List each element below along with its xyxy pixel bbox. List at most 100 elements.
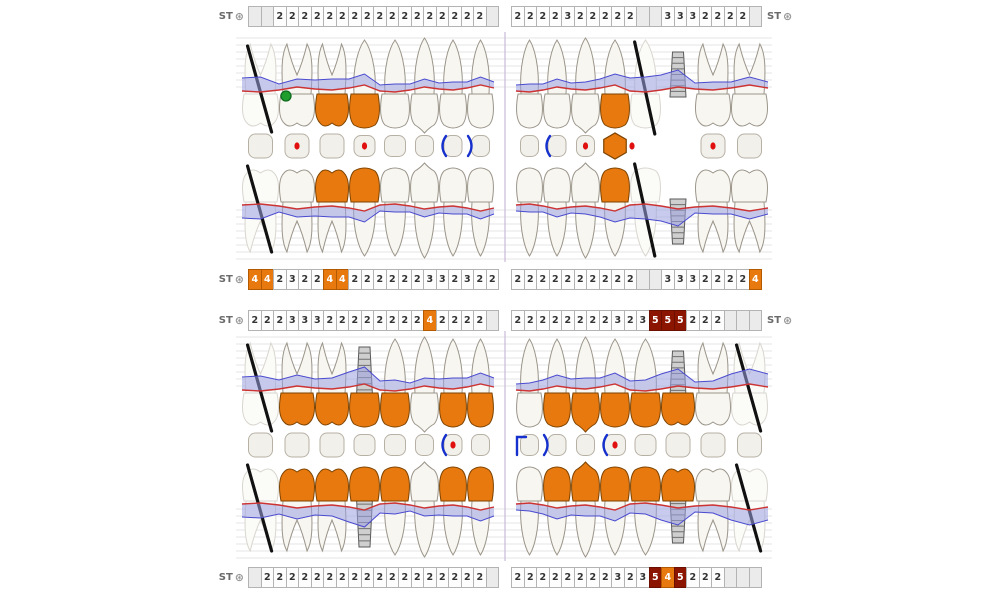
tooth-42[interactable] xyxy=(439,338,467,556)
st-cell[interactable]: 2 xyxy=(335,309,349,331)
st-cell[interactable]: 3 xyxy=(686,268,700,290)
st-cell[interactable]: 2 xyxy=(623,5,637,27)
st-cell[interactable]: 2 xyxy=(398,5,412,27)
st-cell[interactable]: 2 xyxy=(398,268,412,290)
st-cell[interactable] xyxy=(636,268,650,290)
st-cell[interactable]: 2 xyxy=(611,5,625,27)
st-cell[interactable]: 4 xyxy=(260,268,274,290)
st-cell[interactable]: 2 xyxy=(485,268,499,290)
st-cell[interactable]: 2 xyxy=(536,5,550,27)
st-cell[interactable]: 2 xyxy=(511,5,525,27)
tooth-35[interactable] xyxy=(630,338,661,556)
st-cell[interactable]: 3 xyxy=(661,268,675,290)
st-cell[interactable]: 2 xyxy=(335,5,349,27)
st-settings-icon[interactable]: ⊛ xyxy=(234,9,244,23)
st-cell[interactable]: 2 xyxy=(698,5,712,27)
st-cell[interactable]: 3 xyxy=(561,5,575,27)
st-settings-icon[interactable]: ⊛ xyxy=(783,313,793,327)
tooth-43[interactable] xyxy=(410,336,439,558)
st-cell[interactable]: 4 xyxy=(335,268,349,290)
tooth-27[interactable] xyxy=(695,42,731,254)
st-cell[interactable]: 2 xyxy=(410,5,424,27)
st-cell[interactable]: 2 xyxy=(561,268,575,290)
st-cell[interactable]: 5 xyxy=(648,566,662,588)
st-cell[interactable]: 3 xyxy=(285,309,299,331)
st-cell[interactable]: 2 xyxy=(285,566,299,588)
st-cell[interactable]: 2 xyxy=(623,268,637,290)
tooth-14[interactable] xyxy=(380,39,410,257)
st-cell[interactable] xyxy=(260,5,274,27)
st-cell[interactable] xyxy=(748,5,762,27)
st-cell[interactable]: 2 xyxy=(323,5,337,27)
st-cell[interactable]: 2 xyxy=(448,268,462,290)
st-settings-icon[interactable]: ⊛ xyxy=(234,570,244,584)
st-cell[interactable]: 2 xyxy=(335,566,349,588)
st-cell[interactable] xyxy=(723,566,737,588)
st-cell[interactable] xyxy=(248,566,262,588)
st-cell[interactable]: 2 xyxy=(285,5,299,27)
st-cell[interactable]: 2 xyxy=(473,5,487,27)
st-cell[interactable]: 2 xyxy=(248,309,262,331)
st-cell[interactable]: 4 xyxy=(323,268,337,290)
st-cell[interactable]: 2 xyxy=(448,309,462,331)
st-cell[interactable]: 2 xyxy=(385,566,399,588)
st-cell[interactable]: 2 xyxy=(736,5,750,27)
st-cell[interactable]: 2 xyxy=(623,309,637,331)
st-cell[interactable] xyxy=(748,566,762,588)
st-cell[interactable] xyxy=(736,309,750,331)
st-cell[interactable]: 2 xyxy=(360,268,374,290)
st-cell[interactable]: 2 xyxy=(573,268,587,290)
st-cell[interactable]: 2 xyxy=(310,5,324,27)
st-cell[interactable]: 2 xyxy=(460,5,474,27)
st-cell[interactable]: 2 xyxy=(398,309,412,331)
st-cell[interactable]: 2 xyxy=(348,5,362,27)
st-cell[interactable] xyxy=(248,5,262,27)
st-cell[interactable]: 2 xyxy=(310,268,324,290)
tooth-17[interactable] xyxy=(279,42,315,254)
st-cell[interactable]: 3 xyxy=(423,268,437,290)
st-cell[interactable] xyxy=(648,268,662,290)
st-cell[interactable]: 2 xyxy=(573,5,587,27)
st-cell[interactable]: 2 xyxy=(586,566,600,588)
st-cell[interactable]: 4 xyxy=(748,268,762,290)
st-cell[interactable]: 2 xyxy=(573,566,587,588)
st-cell[interactable]: 2 xyxy=(410,566,424,588)
st-cell[interactable]: 3 xyxy=(285,268,299,290)
st-cell[interactable]: 2 xyxy=(435,566,449,588)
st-cell[interactable]: 2 xyxy=(561,566,575,588)
tooth-31[interactable] xyxy=(515,338,543,556)
st-settings-icon[interactable]: ⊛ xyxy=(783,9,793,23)
st-cell[interactable]: 2 xyxy=(598,309,612,331)
st-cell[interactable]: 2 xyxy=(410,268,424,290)
st-cell[interactable] xyxy=(485,309,499,331)
tooth-47[interactable] xyxy=(279,341,315,553)
tooth-13[interactable] xyxy=(410,37,439,259)
st-cell[interactable]: 2 xyxy=(260,566,274,588)
st-cell[interactable]: 2 xyxy=(360,5,374,27)
st-cell[interactable]: 3 xyxy=(298,309,312,331)
st-cell[interactable]: 2 xyxy=(273,566,287,588)
tooth-25[interactable] xyxy=(630,39,661,258)
st-cell[interactable]: 5 xyxy=(661,309,675,331)
st-cell[interactable]: 2 xyxy=(536,309,550,331)
st-cell[interactable]: 2 xyxy=(548,309,562,331)
st-cell[interactable]: 3 xyxy=(636,309,650,331)
st-cell[interactable]: 2 xyxy=(473,268,487,290)
st-cell[interactable]: 2 xyxy=(523,5,537,27)
tooth-33[interactable] xyxy=(571,336,600,558)
st-cell[interactable]: 2 xyxy=(298,5,312,27)
st-cell[interactable]: 2 xyxy=(586,268,600,290)
st-cell[interactable]: 2 xyxy=(561,309,575,331)
st-cell[interactable]: 2 xyxy=(686,309,700,331)
st-cell[interactable]: 2 xyxy=(273,5,287,27)
st-cell[interactable]: 2 xyxy=(736,268,750,290)
st-cell[interactable]: 2 xyxy=(460,309,474,331)
tooth-44[interactable] xyxy=(380,338,410,556)
tooth-15[interactable] xyxy=(349,39,380,257)
st-cell[interactable]: 2 xyxy=(473,566,487,588)
st-cell[interactable]: 3 xyxy=(636,566,650,588)
st-cell[interactable]: 2 xyxy=(435,309,449,331)
st-cell[interactable]: 3 xyxy=(611,309,625,331)
st-cell[interactable]: 2 xyxy=(548,5,562,27)
st-cell[interactable] xyxy=(736,566,750,588)
